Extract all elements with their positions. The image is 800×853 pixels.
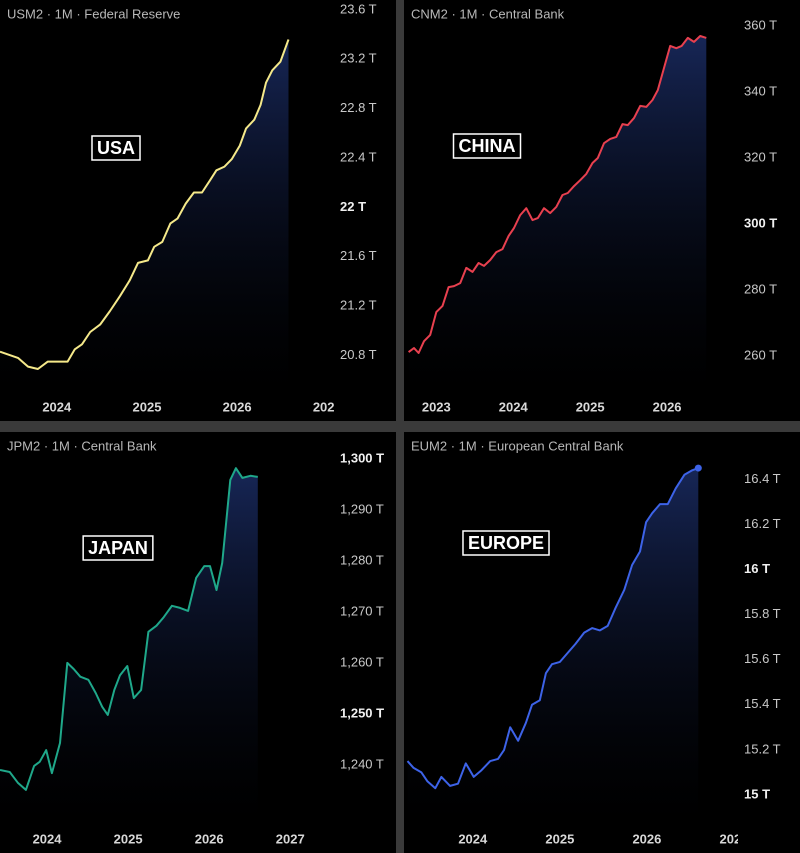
y-tick-label: 280 T [744,281,777,296]
y-tick-label: 1,250 T [340,705,384,720]
x-tick-label: 2025 [133,399,162,414]
y-tick-label: 23.6 T [340,1,377,16]
y-tick-label: 360 T [744,18,777,33]
y-tick-label: 15.4 T [744,696,781,711]
annotation: CHINA [459,136,516,156]
panel: 2023 2024 2025 2026 260 T 280 T 300 T 320 T 340 … [404,0,800,421]
plot-area: 2024 2025 2026 2027 [0,467,305,846]
y-tick-label: 1,280 T [340,552,384,567]
line [408,35,707,354]
x-tick-label: 2023 [422,399,451,414]
y-tick-label: 320 T [744,149,777,164]
annotation: EUROPE [468,533,544,553]
x-tick-label: 2026 [653,399,682,414]
y-tick-label: 1,290 T [340,501,384,516]
x-tick-label: 2027 [313,399,342,414]
y-tick-label: 1,260 T [340,654,384,669]
line [406,467,699,790]
x-tick-label: 2027 [276,831,305,846]
y-tick-label: 16.2 T [744,516,781,531]
panel: 2024 2025 2026 2027 20.8 T 21.2 T 21.6 T 22 T 22… [0,0,396,421]
y-tick-label: 1,300 T [340,450,384,465]
annotation: JAPAN [88,538,148,558]
area-fill [407,468,699,822]
line [0,467,258,791]
x-tick-label: 2024 [33,831,63,846]
y-tick-label: 1,270 T [340,603,384,618]
end-marker [694,464,702,472]
y-tick-label: 15.6 T [744,651,781,666]
y-tick-label: 22.8 T [340,100,377,115]
x-tick-label: 2025 [114,831,143,846]
y-tick-label: 22.4 T [340,149,377,164]
chart-title: JPM2 · 1M · Central Bank [7,438,157,453]
panel: 2024 2025 2026 2027 15 T 15.2 T 15.4 T 15.6 T 15… [404,432,800,853]
y-tick-label: 300 T [744,215,777,230]
chart-title: CNM2 · 1M · Central Bank [411,6,565,21]
y-tick-label: 16.4 T [744,471,781,486]
y-tick-label: 1,240 T [340,756,384,771]
x-tick-label: 2026 [223,399,252,414]
annotation: USA [97,138,135,158]
y-tick-label: 15.8 T [744,606,781,621]
x-tick-label: 2025 [545,831,574,846]
plot-area: 2024 2025 2026 2027 [406,464,749,846]
y-tick-label: 15.2 T [744,741,781,756]
y-tick-label: 22 T [340,199,366,214]
plot-area: 2023 2024 2025 2026 [408,35,707,414]
x-tick-label: 2026 [632,831,661,846]
y-tick-label: 21.6 T [340,248,377,263]
y-tick-label: 15 T [744,786,770,801]
area-fill [0,39,289,390]
annotation-box [82,535,154,561]
x-tick-label: 2024 [458,831,488,846]
line [0,39,290,370]
x-tick-label: 2024 [499,399,529,414]
panel: 2024 2025 2026 2027 1,240 T 1,250 T 1,260 T 1,2… [0,432,396,853]
y-tick-label: 16 T [744,561,770,576]
annotation-box [91,135,141,161]
annotation-box [462,530,550,556]
x-tick-label: 2026 [195,831,224,846]
chart-title: EUM2 · 1M · European Central Bank [411,438,624,453]
y-tick-label: 340 T [744,83,777,98]
area-fill [0,468,258,822]
x-tick-label: 2024 [42,399,72,414]
y-tick-label: 20.8 T [340,347,377,362]
y-tick-label: 23.2 T [340,51,377,66]
x-tick-label: 2025 [576,399,605,414]
chart-title: USM2 · 1M · Federal Reserve [7,6,180,21]
annotation-box [452,133,522,159]
x-tick-label: 2027 [720,831,749,846]
plot-area: 2024 2025 2026 2027 [0,39,342,414]
y-tick-label: 21.2 T [340,298,377,313]
area-fill [408,36,707,390]
y-tick-label: 260 T [744,347,777,362]
